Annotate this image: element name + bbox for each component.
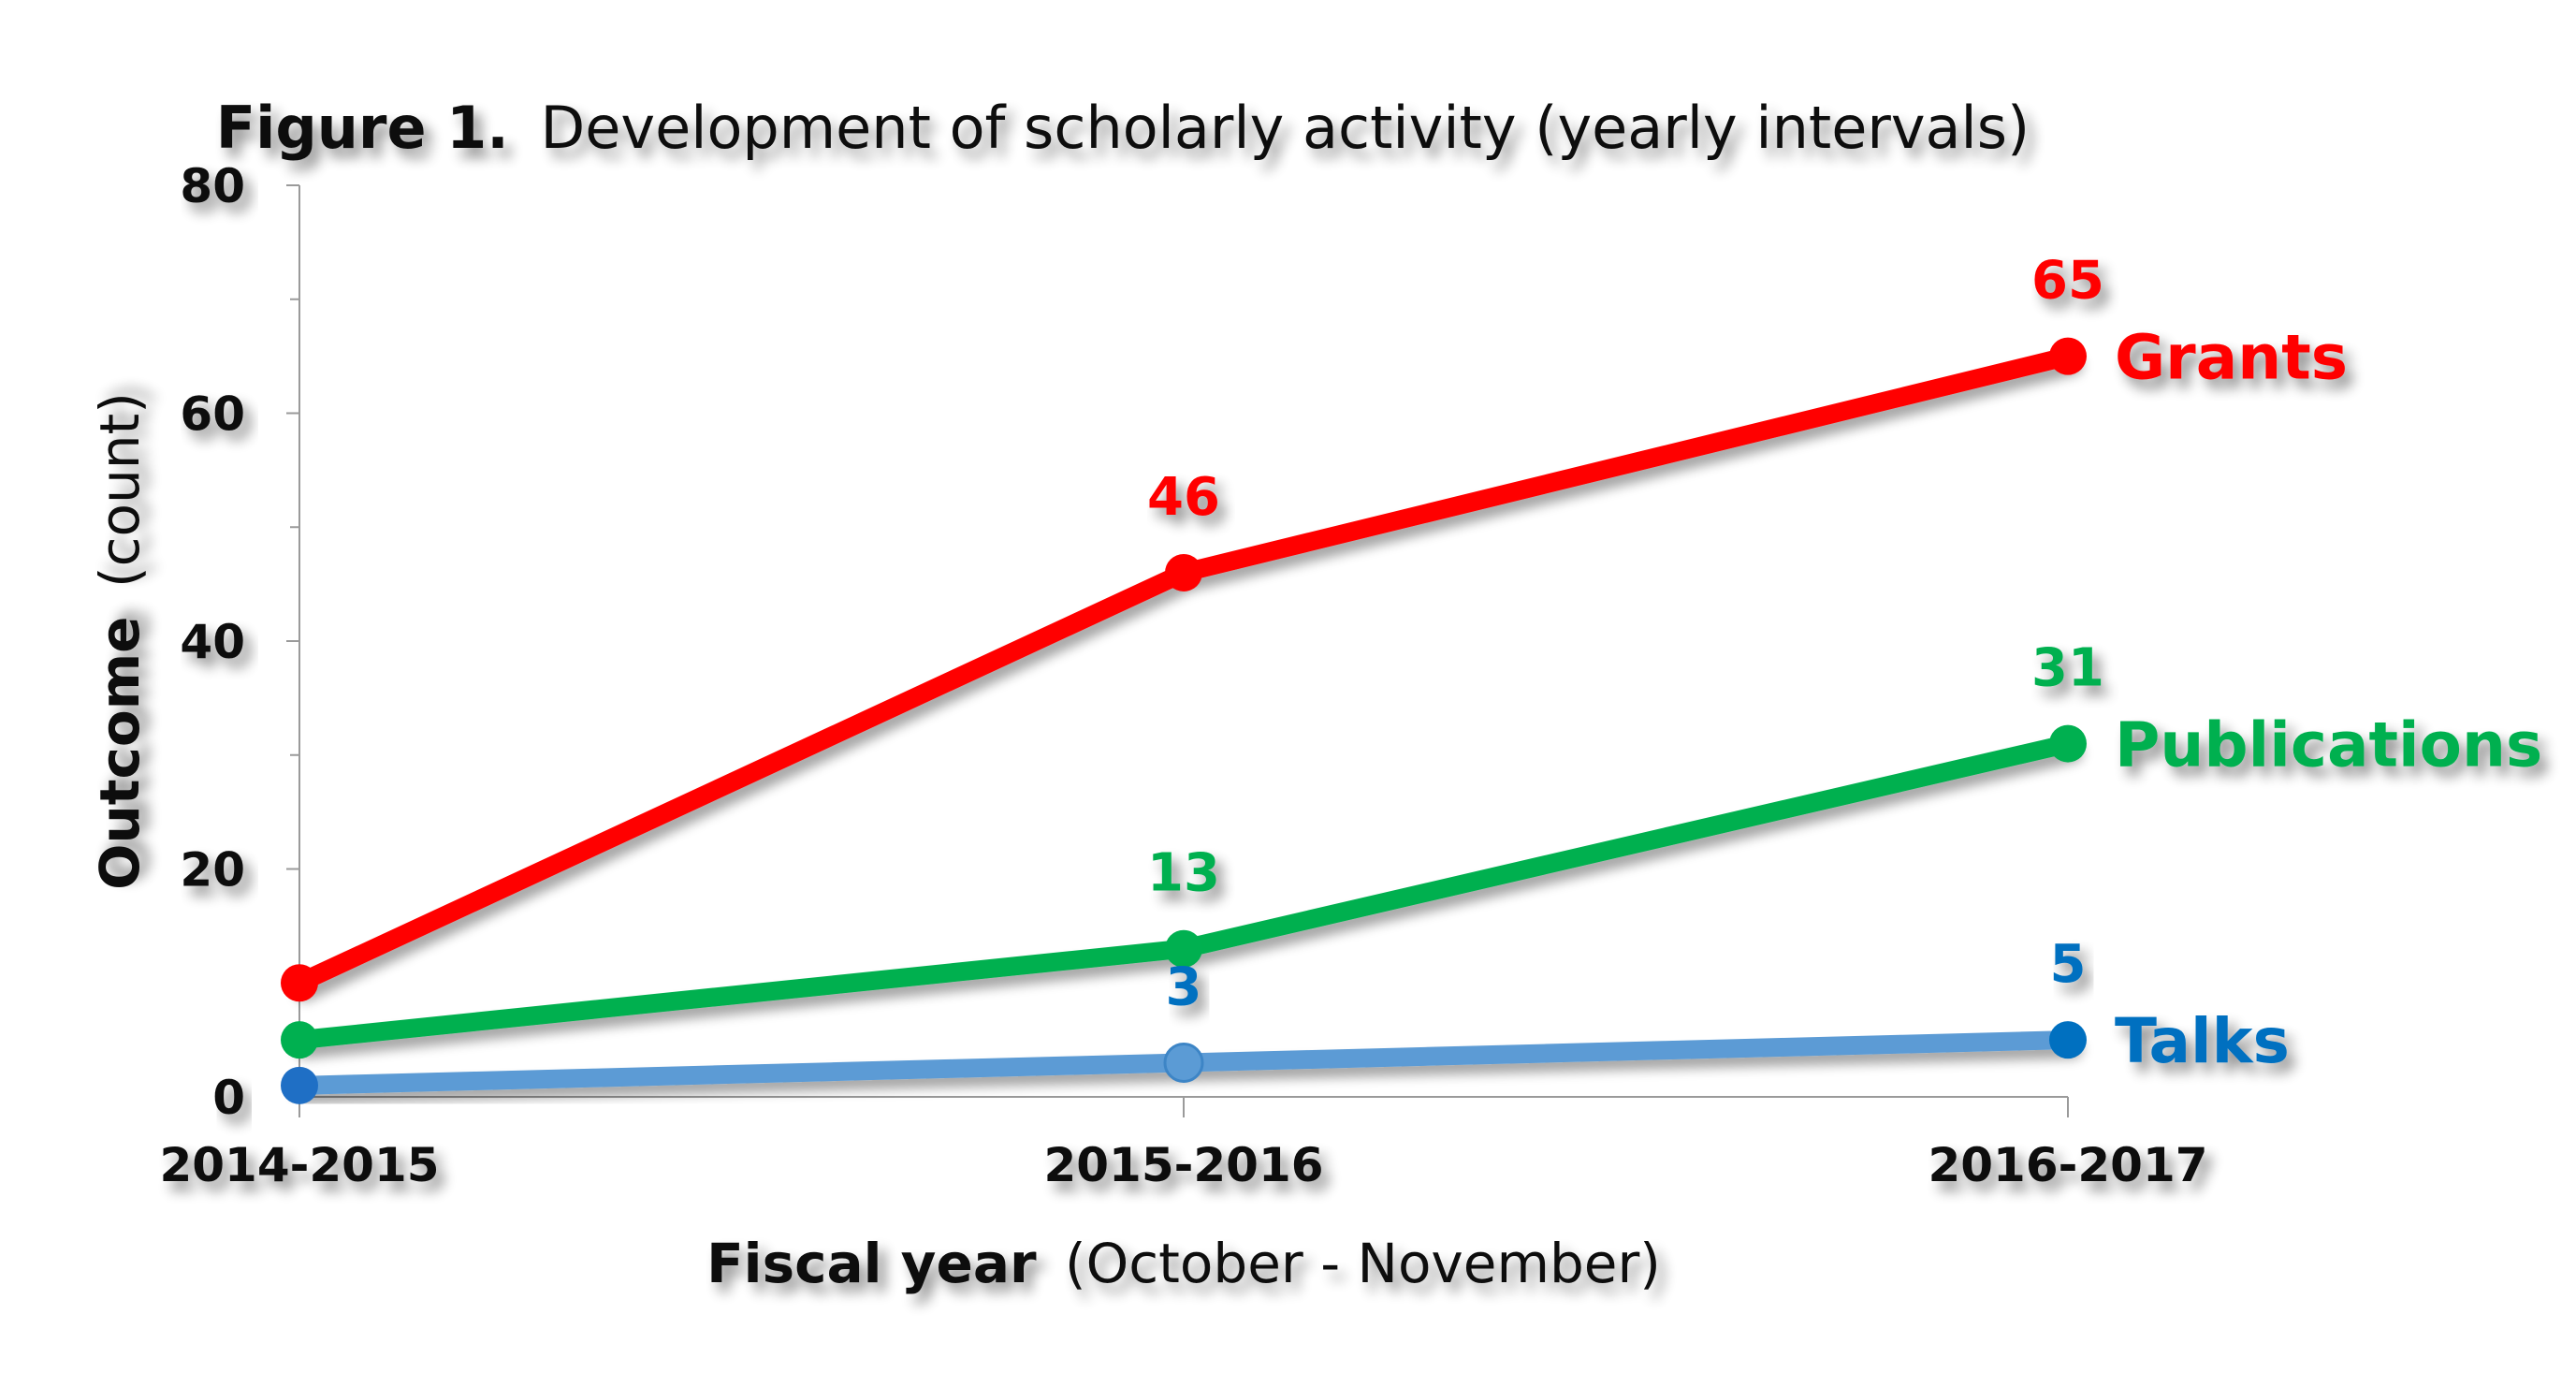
- grants-point: [2049, 337, 2087, 375]
- publications-series-label: Publications: [2115, 709, 2542, 781]
- chart-title-text: Development of scholarly activity (yearl…: [541, 94, 2030, 162]
- x-tick-label: 2014-2015: [159, 1138, 439, 1192]
- x-axis-title: Fiscal year (October - November): [706, 1232, 1661, 1295]
- publications-data-label: 31: [2031, 638, 2104, 699]
- publications-data-label: 13: [1147, 843, 1220, 904]
- grants-data-label: 46: [1147, 467, 1220, 528]
- y-tick-label: 80: [180, 159, 245, 213]
- grants-point: [281, 964, 318, 1002]
- y-axis-title-bold: Outcome: [88, 617, 152, 890]
- chart-title: Figure 1. Development of scholarly activ…: [216, 94, 2030, 162]
- y-axis-title: Outcome (count): [88, 392, 152, 890]
- x-axis-title-bold: Fiscal year: [706, 1232, 1037, 1295]
- grants-series-label: Grants: [2115, 322, 2348, 394]
- x-axis-ticks: 2014-2015 2015-2016 2016-2017: [159, 1097, 2208, 1192]
- publications-point: [281, 1021, 318, 1059]
- talks-series-label: Talks: [2115, 1005, 2290, 1077]
- y-tick-label: 60: [180, 387, 245, 442]
- x-axis-title-text: (October - November): [1065, 1232, 1661, 1295]
- y-tick-label: 40: [180, 615, 245, 669]
- publications-point: [1165, 929, 1202, 968]
- grants-point: [1165, 553, 1202, 591]
- talks-data-label: 5: [2050, 934, 2087, 995]
- grants-data-label: 65: [2031, 251, 2104, 312]
- talks-point: [281, 1066, 318, 1104]
- x-tick-label: 2015-2016: [1043, 1138, 1323, 1192]
- y-axis-title-text: (count): [88, 392, 152, 588]
- x-tick-label: 2016-2017: [1928, 1138, 2207, 1192]
- talks-data-label: 3: [1166, 956, 1202, 1017]
- publications-point: [2049, 724, 2087, 763]
- talks-point: [2049, 1021, 2087, 1059]
- y-axis-ticks: 0 20 40 60 80: [180, 159, 299, 1125]
- chart-title-bold: Figure 1.: [216, 94, 509, 162]
- y-tick-label: 0: [212, 1071, 245, 1125]
- y-tick-label: 20: [180, 843, 245, 898]
- talks-point: [1163, 1042, 1204, 1083]
